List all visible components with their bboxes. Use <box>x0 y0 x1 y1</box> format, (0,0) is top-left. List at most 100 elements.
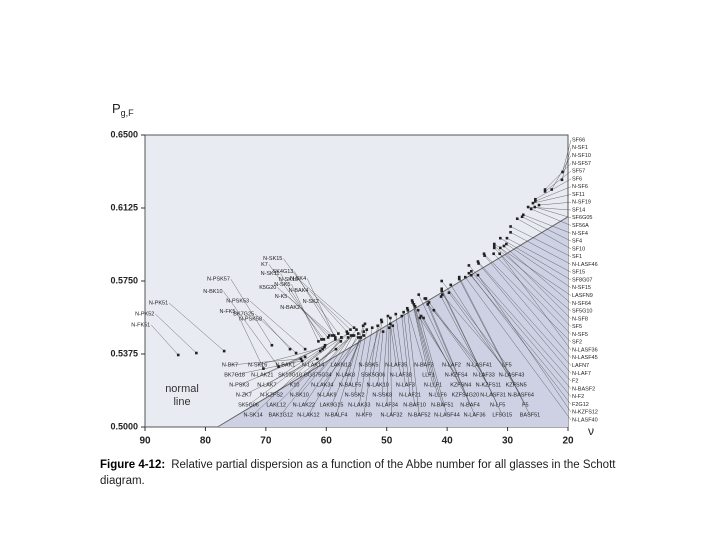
glass-point <box>447 291 451 294</box>
glass-point <box>349 328 352 331</box>
leader-line <box>471 275 572 405</box>
leader-line <box>252 349 323 416</box>
glass-point <box>262 367 265 370</box>
y-label-sub: g,F <box>121 108 135 118</box>
leader-line <box>234 360 303 376</box>
leader-line <box>298 279 355 328</box>
glass-label: N-SK5 <box>274 282 290 288</box>
glass-label: N-BK10 <box>203 289 222 295</box>
leader-line <box>484 255 572 358</box>
leader-line <box>477 275 572 413</box>
glass-point <box>410 299 414 302</box>
glass-point <box>370 326 374 330</box>
leader-line <box>534 206 572 218</box>
glass-point <box>277 365 280 368</box>
glass-label: N-K5 <box>275 294 288 300</box>
leader-line <box>151 324 179 356</box>
glass-point <box>355 328 358 331</box>
glass-label: N-BAF10 <box>403 402 426 408</box>
glass-label: N-BAF51 <box>431 402 454 408</box>
leader-line <box>309 290 351 330</box>
glass-point <box>323 345 326 349</box>
glass-label: N-KZFS4 <box>445 372 468 378</box>
leader-line <box>468 265 572 382</box>
leader-line <box>544 163 572 190</box>
leader-line <box>562 139 572 173</box>
leader-line <box>308 335 354 416</box>
leader-line <box>280 273 322 340</box>
glass-label: SF56A <box>572 223 589 229</box>
glass-point <box>476 273 480 277</box>
glass-point <box>380 320 384 324</box>
glass-point <box>323 343 327 347</box>
glass-point <box>270 343 274 347</box>
glass-point <box>195 351 198 355</box>
leader-line <box>403 312 415 406</box>
glass-label: N-LAK22 <box>293 402 315 408</box>
glass-point <box>394 312 398 316</box>
glass-label: SF14 <box>572 207 585 213</box>
glass-point <box>515 217 519 221</box>
glass-point <box>543 190 547 193</box>
leader-line <box>500 238 572 281</box>
glass-label: F5 <box>522 402 528 408</box>
glass-point <box>449 283 453 287</box>
leader-line <box>368 319 382 366</box>
glass-label: SF8G07 <box>572 277 592 283</box>
y-label-main: P <box>112 101 121 116</box>
leader-line <box>421 315 461 386</box>
glass-label: SF11 <box>572 192 585 198</box>
glass-label: SF10 <box>572 246 585 252</box>
glass-point <box>299 357 303 361</box>
glass-point <box>492 242 496 246</box>
glass-point <box>463 275 467 279</box>
glass-label: N-LASF44 <box>434 412 460 418</box>
glass-point <box>413 305 417 308</box>
glass-point <box>534 197 537 201</box>
glass-label: N-LAF7 <box>572 371 591 377</box>
glass-label: BK7G25 <box>233 311 254 317</box>
glass-point <box>349 334 353 337</box>
x-tick-label: 40 <box>442 436 454 447</box>
glass-point <box>391 324 395 328</box>
leader-line <box>243 358 318 396</box>
glass-label: N-BALF4 <box>325 412 348 418</box>
glass-label: SF6G05 <box>572 215 592 221</box>
glass-point <box>315 357 319 361</box>
glass-point <box>321 347 324 351</box>
leader-line <box>412 302 434 386</box>
glass-label: KZFS4G20 <box>452 392 480 398</box>
glass-label: N-PSK58 <box>239 317 262 323</box>
glass-point <box>498 252 502 256</box>
leader-line <box>257 347 325 366</box>
glass-point <box>346 332 350 335</box>
glass-point <box>411 301 414 304</box>
glass-label: N-LAK8 <box>336 372 355 378</box>
glass-point <box>406 308 410 312</box>
leader-line <box>428 302 484 376</box>
caption-number: Figure 4-12: <box>100 459 166 471</box>
glass-point <box>362 334 366 337</box>
glass-label: KZFSN4 <box>450 382 471 388</box>
glass-label: N-LAF3 <box>396 382 415 388</box>
leader-line <box>377 331 384 386</box>
glass-point <box>402 310 405 314</box>
glass-label: N-PK52 <box>135 311 154 317</box>
glass-label: SF5G10 <box>572 309 592 315</box>
glass-label: N-LAF32 <box>381 412 403 418</box>
glass-label: F2G12 <box>572 402 589 408</box>
glass-point <box>492 244 496 248</box>
glass-point <box>346 336 350 339</box>
glass-label: N-SF6 <box>572 184 588 190</box>
glass-label: N-SK11 <box>261 271 280 277</box>
glass-label: N-BAF3 <box>414 362 434 368</box>
leader-line <box>506 243 572 288</box>
glass-label: LAFN7 <box>572 363 589 369</box>
glass-point <box>389 322 392 326</box>
x-axis-label: ν <box>588 424 594 438</box>
leader-line <box>413 304 438 396</box>
leader-line <box>477 261 572 366</box>
glass-point <box>339 340 343 343</box>
glass-label: N-BAK1 <box>275 362 295 368</box>
